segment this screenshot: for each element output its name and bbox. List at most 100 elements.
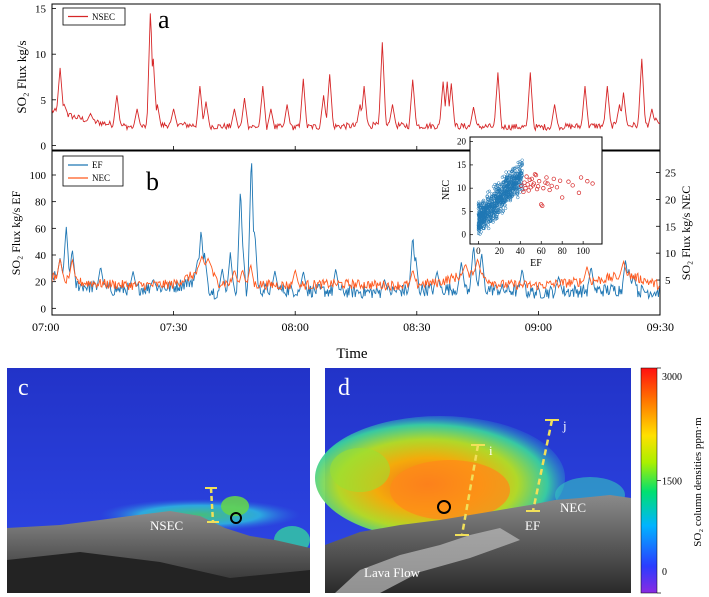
inset-point-ef-low (497, 207, 501, 212)
inset-point-ef-high (549, 183, 554, 188)
panel-d-transect-j (531, 419, 554, 512)
inset-xlabel: EF (530, 258, 542, 269)
inset-point-ef-low (481, 214, 485, 218)
inset-point-ef-low (506, 193, 511, 197)
inset-point-ef-low (485, 208, 489, 212)
inset-point-ef-low (489, 196, 494, 200)
panel-d-transect-i (460, 444, 480, 536)
inset-point-ef-low (494, 191, 498, 195)
inset-point-ef-low (514, 165, 518, 169)
inset-point-ef-low (502, 191, 506, 195)
inset-y-tick-label: 10 (457, 183, 467, 193)
inset-point-ef-low (487, 213, 491, 217)
inset-point-ef-low (515, 176, 519, 181)
inset-point-ef-low (478, 232, 482, 236)
colorbar-ticks: 0 1500 3000 (657, 367, 682, 594)
y-tick-label-right: 20 (665, 194, 677, 206)
inset-x-tick-label: 40 (516, 246, 526, 256)
inset-point-ef-high (590, 181, 595, 186)
inset-point-ef-low (494, 187, 498, 191)
inset-point-ef-low (517, 175, 522, 180)
legend-label-nec: NEC (92, 173, 110, 183)
inset-point-ef-high (566, 179, 571, 184)
inset-point-ef-low (495, 205, 499, 209)
x-tick-label: 07:00 (32, 320, 59, 334)
panel-d-transect-i-label: i (489, 443, 493, 458)
panel-b-letter: b (146, 167, 159, 196)
legend-label-nsec: NSEC (92, 12, 115, 22)
panel-c-vent-marker (230, 512, 242, 524)
inset-point-ef-low (518, 171, 523, 176)
inset-point-ef-low (500, 193, 504, 197)
inset-point-ef-low (481, 212, 485, 216)
inset-point-ef-low (478, 224, 483, 228)
inset-point-ef-low (516, 160, 520, 165)
inset-point-ef-low (493, 194, 497, 199)
inset-point-ef-low (485, 197, 490, 201)
panel-b-left-ylabel: SO₂ Flux kg/s EF (9, 190, 23, 275)
y-tick-label: 5 (41, 95, 47, 107)
inset-x-tick-label: 60 (537, 246, 547, 256)
inset-point-ef-low (498, 200, 503, 204)
inset-point-ef-low (489, 213, 493, 218)
panel-c-crater-label: NSEC (150, 518, 183, 533)
x-tick-label: 07:30 (160, 320, 187, 334)
inset-point-ef-high (541, 186, 546, 191)
y-tick-label-right: 5 (665, 275, 671, 287)
inset-point-ef-low (481, 205, 485, 210)
inset-point-ef-high (527, 177, 532, 182)
inset-point-ef-low (505, 188, 509, 192)
inset-point-ef-high (551, 176, 556, 182)
panel-c-letter: c (18, 375, 29, 401)
inset-point-ef-low (492, 192, 496, 196)
panel-b-right-y-ticks: 5 10 15 20 25 (656, 168, 677, 287)
inset-point-ef-low (503, 181, 508, 185)
inset-point-ef-low (510, 169, 514, 174)
inset-point-ef-low (477, 205, 481, 209)
inset-point-ef-low (502, 174, 506, 178)
inset-point-ef-high (557, 178, 563, 183)
inset-point-ef-low (488, 206, 492, 210)
inset-point-ef-low (510, 174, 515, 179)
inset-point-ef-low (501, 209, 505, 213)
inset-point-ef-low (499, 207, 503, 211)
inset-point-ef-low (495, 195, 499, 199)
inset-point-ef-low (500, 175, 505, 179)
inset-point-ef-high (521, 189, 526, 195)
x-tick-label: 08:00 (282, 320, 309, 334)
panel-d-vent-marker (437, 500, 451, 514)
inset-point-ef-low (518, 165, 522, 169)
inset-point-ef-low (480, 202, 484, 206)
inset-point-ef-low (510, 194, 514, 198)
inset-point-ef-low (503, 206, 508, 210)
inset-point-ef-high (578, 175, 584, 180)
inset-point-ef-low (502, 203, 507, 207)
ef-series-line (52, 163, 660, 300)
inset-scatter: 0 20 40 60 80 100 0 5 10 15 20 EF NEC (441, 136, 603, 269)
panel-d-ef-label: EF (525, 518, 540, 533)
y-tick-label-right: 25 (665, 168, 677, 180)
y-tick-label-left: 60 (35, 223, 47, 235)
inset-point-ef-low (477, 218, 481, 223)
x-tick-label: 09:00 (525, 320, 552, 334)
panel-d-plume-left (330, 448, 390, 492)
panel-c-foreground-ridge (7, 552, 310, 593)
inset-point-ef-high (533, 172, 539, 178)
inset-point-ef-high (554, 185, 560, 190)
panel-a-legend: NSEC (62, 7, 126, 26)
legend-label-ef: EF (92, 160, 103, 170)
y-tick-label-left: 20 (35, 277, 47, 289)
panel-d-nec-label: NEC (560, 500, 586, 515)
inset-point-ef-low (506, 184, 510, 188)
colorbar-tick-label: 1500 (662, 477, 682, 488)
inset-point-ef-low (488, 219, 492, 223)
inset-point-ef-high (529, 176, 534, 182)
y-tick-label-left: 100 (30, 170, 47, 182)
inset-point-ef-low (514, 175, 519, 179)
x-tick-label: 09:30 (647, 320, 674, 334)
inset-point-ef-high (576, 190, 582, 195)
inset-point-ef-low (476, 228, 481, 232)
inset-point-ef-low (485, 204, 490, 209)
panel-b-right-ylabel: SO₂ Flux kg/s NEC (679, 186, 693, 281)
inset-point-ef-low (520, 162, 524, 167)
